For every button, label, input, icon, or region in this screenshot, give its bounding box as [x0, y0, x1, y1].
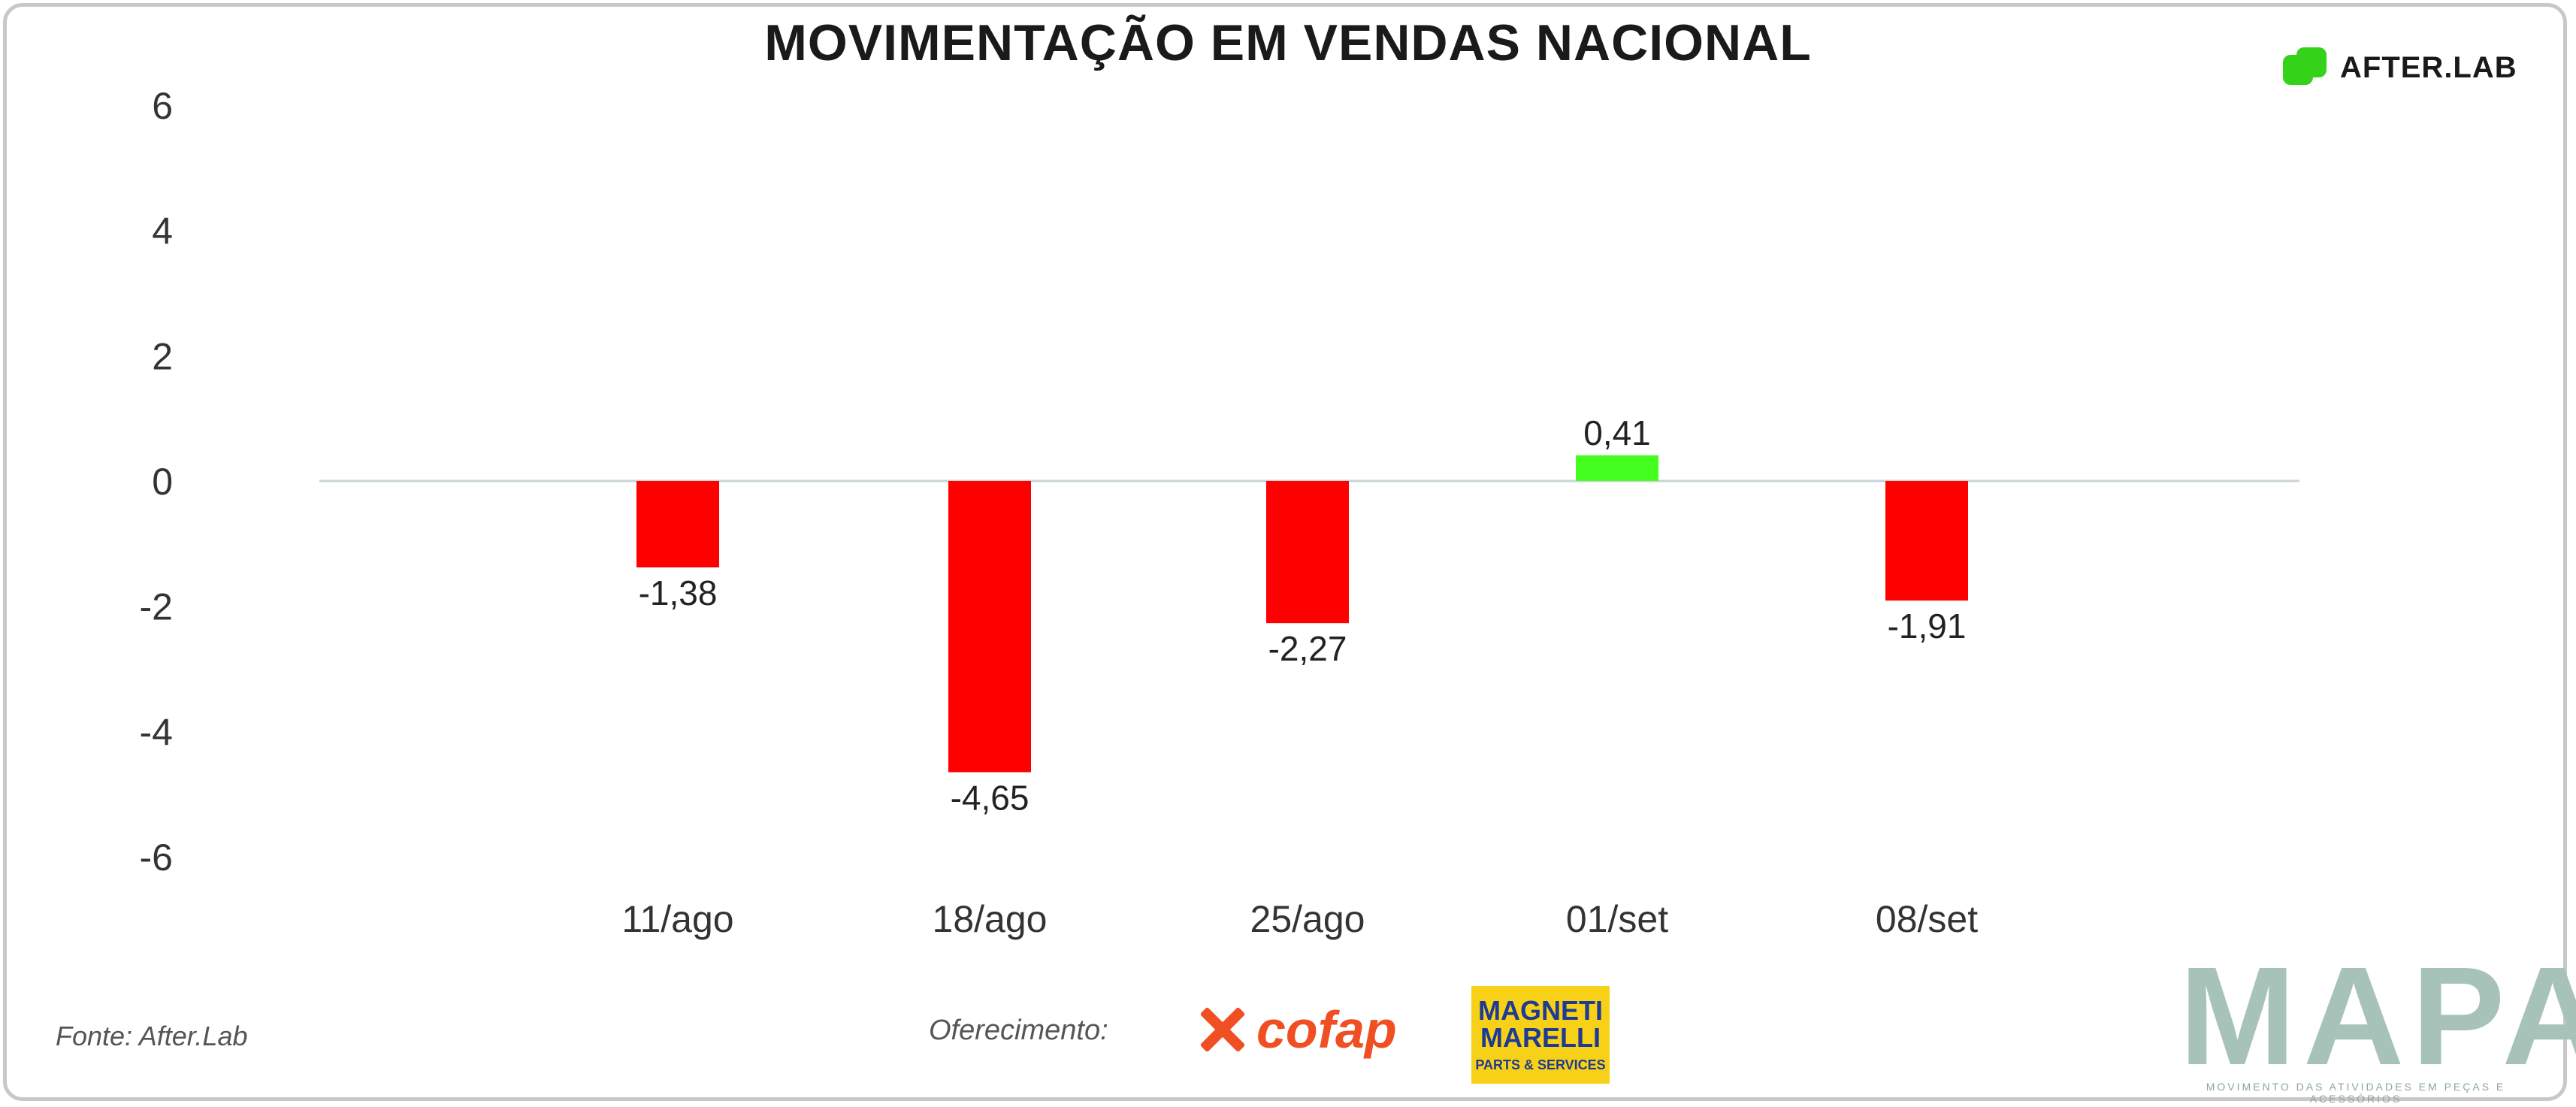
x-tick-label: 25/ago — [1250, 898, 1365, 940]
bar-value-label: -2,27 — [1268, 629, 1347, 668]
cofap-x-icon — [1195, 1006, 1249, 1053]
chart-frame — [3, 3, 2567, 1101]
afterlab-mark-icon — [2283, 47, 2330, 88]
y-tick-label: 6 — [152, 85, 173, 127]
source-note: Fonte: After.Lab — [56, 1021, 248, 1051]
bar-value-label: 0,41 — [1583, 413, 1651, 452]
cofap-logo: cofap — [1195, 1000, 1397, 1060]
magneti-marelli-sub: PARTS & SERVICES — [1475, 1057, 1606, 1072]
x-tick-label: 11/ago — [621, 898, 733, 940]
bar-value-label: -1,38 — [639, 573, 718, 612]
bar — [1266, 481, 1349, 624]
sponsor-label: Oferecimento: — [929, 1015, 1108, 1046]
x-tick-label: 01/set — [1566, 898, 1668, 940]
bar — [636, 481, 719, 567]
x-tick-label: 18/ago — [933, 898, 1048, 940]
bar-value-label: -1,91 — [1888, 606, 1967, 646]
bar — [1885, 481, 1968, 601]
y-tick-label: -6 — [140, 836, 173, 879]
y-tick-label: 0 — [152, 461, 173, 503]
bar — [948, 481, 1031, 773]
mapa-logo-text: MAPA — [2179, 939, 2576, 1094]
magneti-marelli-name: MAGNETI MARELLI — [1478, 994, 1603, 1053]
bar — [1576, 455, 1658, 481]
mapa-logo-subtitle: MOVIMENTO DAS ATIVIDADES EM PEÇAS E ACES… — [2206, 1081, 2506, 1105]
afterlab-logo-text: AFTER.LAB — [2340, 50, 2517, 84]
y-tick-label: -2 — [140, 586, 173, 628]
afterlab-logo: AFTER.LAB — [2283, 44, 2523, 92]
mapa-logo: MAPA MOVIMENTO DAS ATIVIDADES EM PEÇAS E… — [2179, 939, 2576, 1105]
y-tick-label: 2 — [152, 335, 173, 377]
y-tick-label: 4 — [152, 210, 173, 253]
chart-title: MOVIMENTAÇÃO EM VENDAS NACIONAL — [764, 14, 1812, 71]
bar-value-label: -4,65 — [951, 779, 1029, 818]
x-tick-label: 08/set — [1876, 898, 1978, 940]
magneti-marelli-logo: MAGNETI MARELLI PARTS & SERVICES — [1471, 986, 1610, 1084]
y-tick-label: -4 — [140, 711, 173, 753]
cofap-logo-text: cofap — [1256, 1000, 1397, 1059]
bar-chart: 6 4 2 0 -2 -4 -6 -1,38 11/ago -4,65 18/ago -2,27 25/… — [140, 85, 2299, 940]
